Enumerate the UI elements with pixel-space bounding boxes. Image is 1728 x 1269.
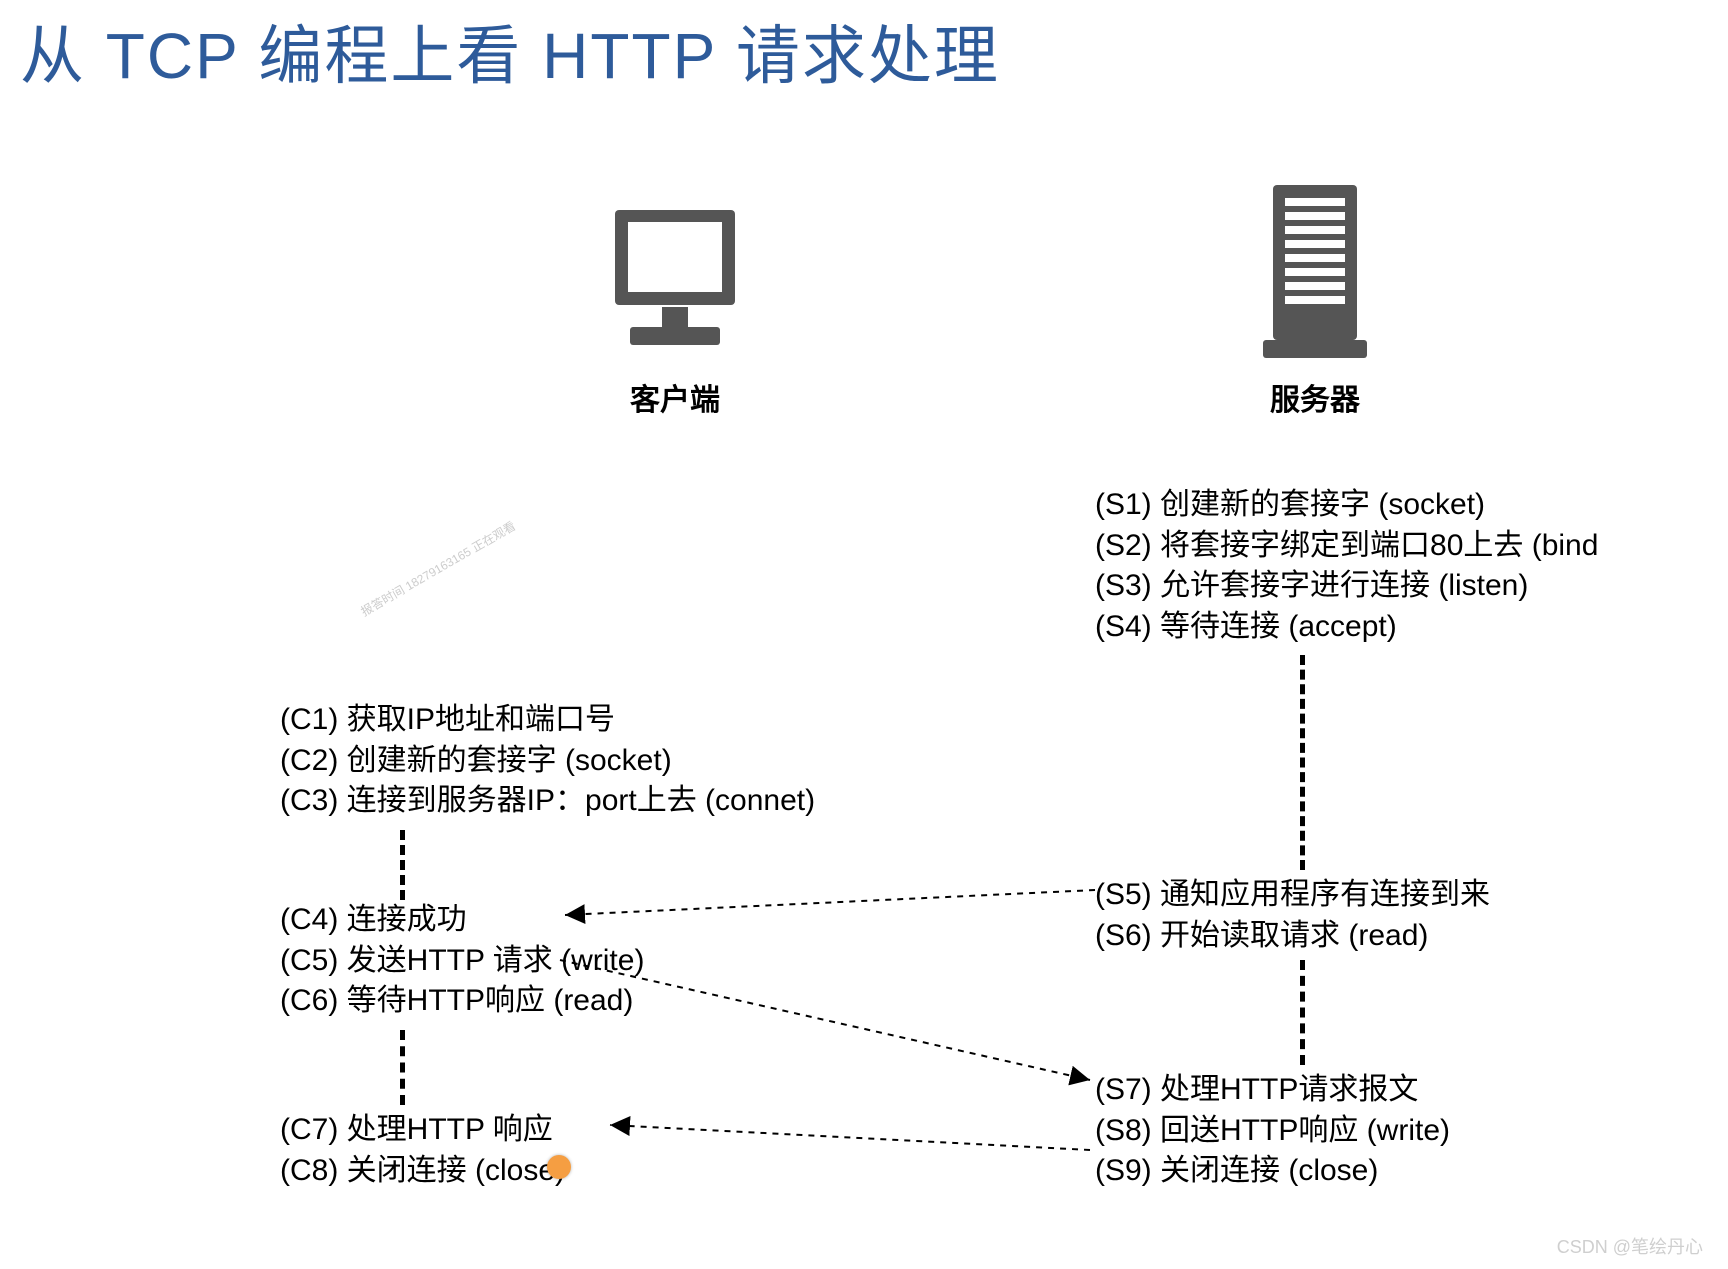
page-title: 从 TCP 编程上看 HTTP 请求处理 [20,5,1000,97]
step-s8: (S8) 回送HTTP响应 (write) [1095,1111,1450,1152]
client-dash-2 [400,1030,405,1105]
step-c7: (C7) 处理HTTP 响应 [280,1110,565,1151]
step-c2: (C2) 创建新的套接字 (socket) [280,741,815,782]
server-label: 服务器 [1245,375,1385,419]
arrow-s5-to-c4 [565,890,1095,915]
client-steps-3: (C7) 处理HTTP 响应 (C8) 关闭连接 (close) [280,1110,565,1191]
step-c8: (C8) 关闭连接 (close) [280,1151,565,1192]
client-computer-icon [590,195,760,370]
server-steps-1: (S1) 创建新的套接字 (socket) (S2) 将套接字绑定到端口80上去… [1095,485,1598,647]
arrow-s8-to-c7 [610,1125,1090,1150]
client-dash-1 [400,830,405,900]
server-tower-icon [1255,180,1375,375]
step-c6: (C6) 等待HTTP响应 (read) [280,981,644,1022]
step-s7: (S7) 处理HTTP请求报文 [1095,1070,1450,1111]
step-s2: (S2) 将套接字绑定到端口80上去 (bind [1095,526,1598,567]
server-dash-1 [1300,655,1305,870]
client-steps-2: (C4) 连接成功 (C5) 发送HTTP 请求 (write) (C6) 等待… [280,900,644,1022]
server-dash-2 [1300,960,1305,1065]
step-c3: (C3) 连接到服务器IP：port上去 (connet) [280,781,815,822]
step-s4: (S4) 等待连接 (accept) [1095,607,1598,648]
step-s9: (S9) 关闭连接 (close) [1095,1151,1450,1192]
step-c5: (C5) 发送HTTP 请求 (write) [280,941,644,982]
step-s1: (S1) 创建新的套接字 (socket) [1095,485,1598,526]
step-c4: (C4) 连接成功 [280,900,644,941]
csdn-signature: CSDN @笔绘丹心 [1557,1233,1703,1259]
client-label: 客户端 [595,375,755,419]
server-steps-3: (S7) 处理HTTP请求报文 (S8) 回送HTTP响应 (write) (S… [1095,1070,1450,1192]
cursor-pointer-icon [547,1155,571,1179]
client-steps-1: (C1) 获取IP地址和端口号 (C2) 创建新的套接字 (socket) (C… [280,700,815,822]
watermark-text: 报答时间 18279163165 正在观看 [358,517,519,620]
step-s3: (S3) 允许套接字进行连接 (listen) [1095,566,1598,607]
step-s5: (S5) 通知应用程序有连接到来 [1095,875,1490,916]
step-c1: (C1) 获取IP地址和端口号 [280,700,815,741]
step-s6: (S6) 开始读取请求 (read) [1095,916,1490,957]
server-steps-2: (S5) 通知应用程序有连接到来 (S6) 开始读取请求 (read) [1095,875,1490,956]
